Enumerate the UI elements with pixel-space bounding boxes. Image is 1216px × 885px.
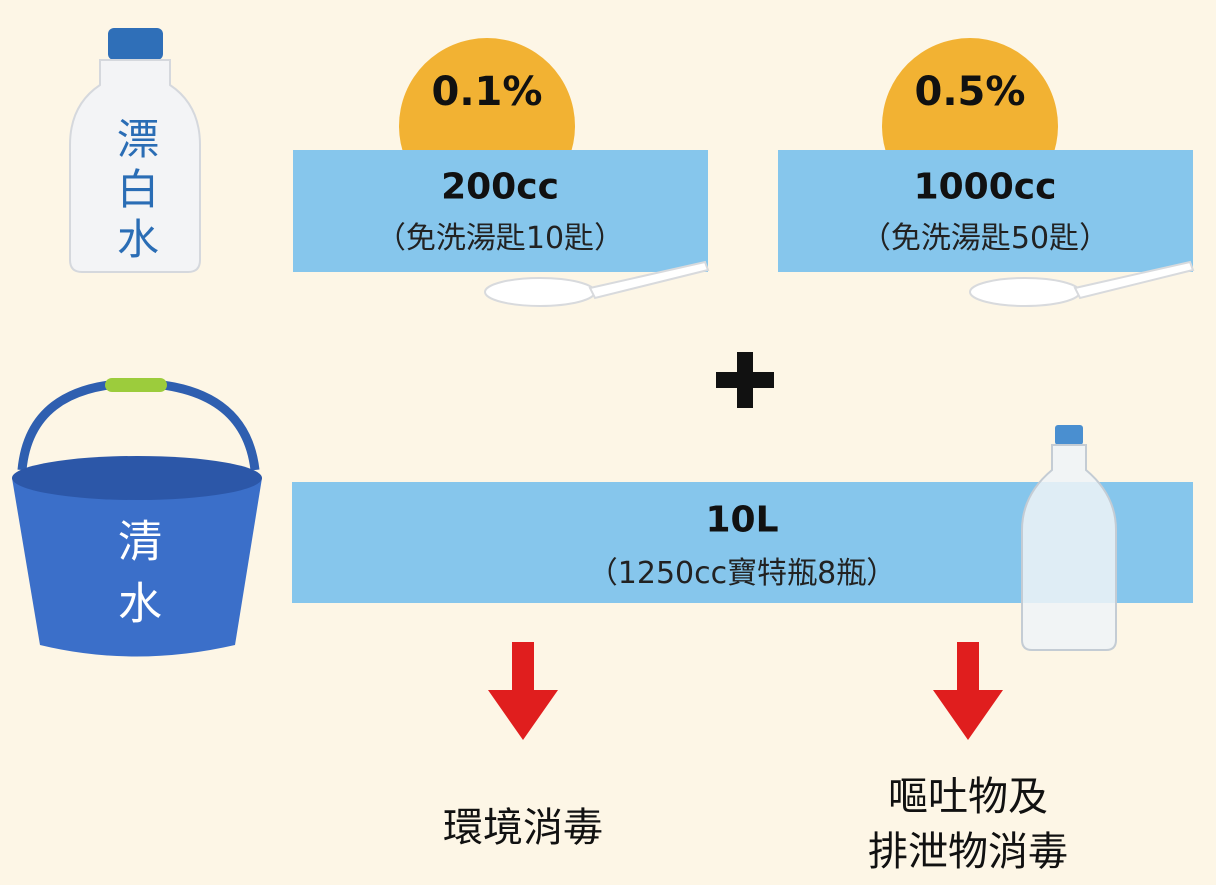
infographic: 漂白水 清水 0.1% 200cc （免洗湯匙10匙） 0.5% 1000cc … <box>0 0 1216 885</box>
use-label: 嘔吐物及 <box>888 769 1048 825</box>
amount-note: （免洗湯匙10匙） <box>376 213 624 257</box>
amount: 200cc <box>441 167 559 208</box>
water-note: （1250cc寶特瓶8瓶） <box>588 548 896 592</box>
concentration: 0.1% <box>432 69 543 115</box>
water-label: 清水 <box>103 518 167 642</box>
concentration: 0.5% <box>915 69 1026 115</box>
use-label: 環境消毒 <box>443 800 603 856</box>
use-label: 排泄物消毒 <box>868 824 1068 880</box>
pet-bottle <box>1022 425 1116 650</box>
amount-note: （免洗湯匙50匙） <box>861 213 1109 257</box>
plus-sign <box>716 352 774 408</box>
bleach-label: 漂白水 <box>105 117 166 267</box>
arrow <box>488 642 1003 740</box>
illustrations <box>0 0 1216 885</box>
amount: 1000cc <box>914 167 1057 208</box>
water-amount: 10L <box>705 500 778 541</box>
